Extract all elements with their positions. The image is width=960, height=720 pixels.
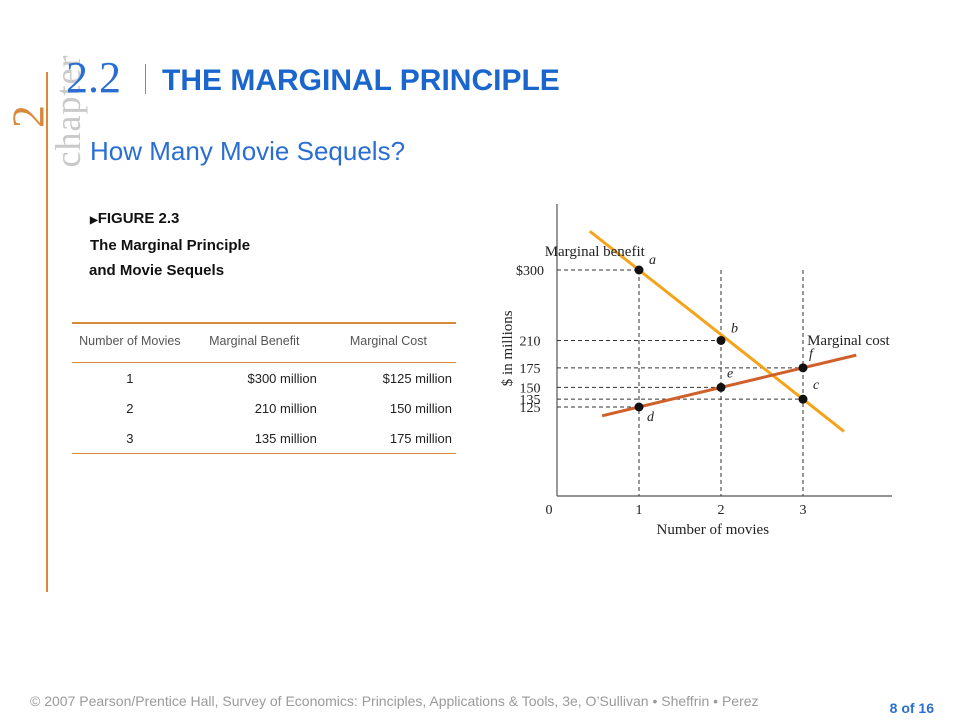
page-counter: 8 of 16	[889, 700, 934, 716]
y-tick-label: 175	[520, 362, 541, 377]
marginal-cost-label: Marginal cost	[807, 333, 890, 349]
point-label-f: f	[809, 347, 815, 362]
table-cell: $125 million	[382, 371, 452, 386]
chapter-divider	[46, 72, 48, 592]
table-row: 2 210 million 150 million	[72, 393, 456, 423]
marginal-table: Number of Movies Marginal Benefit Margin…	[72, 322, 456, 454]
table-cell: 1	[126, 371, 134, 386]
x-tick-label: 1	[636, 503, 643, 518]
table-cell: $300 million	[247, 371, 317, 386]
x-axis-label: Number of movies	[657, 522, 770, 538]
section-title: THE MARGINAL PRINCIPLE	[162, 64, 560, 97]
section-number: 2.2	[66, 53, 121, 102]
point-label-a: a	[649, 253, 656, 268]
figure-title-line-2: and Movie Sequels	[89, 262, 225, 279]
marginal-cost-curve	[601, 353, 857, 418]
figure-title-line-1: The Marginal Principle	[90, 237, 251, 254]
y-tick-label: 125	[520, 401, 541, 416]
copyright-footer: © 2007 Pearson/Prentice Hall, Survey of …	[30, 693, 759, 709]
slide-subtitle: How Many Movie Sequels?	[90, 136, 406, 166]
header-marginal-benefit: Marginal Benefit	[209, 334, 300, 348]
y-tick-label: 150	[520, 381, 541, 396]
table-cell: 210 million	[254, 401, 317, 416]
x-tick-label: 3	[800, 503, 807, 518]
data-point-a	[634, 265, 644, 275]
table-row: 3 135 million 175 million	[72, 423, 456, 454]
table-header-row: Number of Movies Marginal Benefit Margin…	[72, 323, 456, 363]
data-point-e	[716, 382, 726, 392]
y-axis-label: $ in millions	[500, 310, 516, 386]
data-point-b	[716, 335, 726, 345]
y-tick-label: 135	[520, 393, 541, 408]
data-point-c	[798, 394, 808, 404]
y-tick-label: 210	[520, 334, 541, 349]
table-cell: 175 million	[389, 431, 452, 446]
figure-label: FIGURE 2.3	[97, 210, 180, 227]
marginal-principle-chart: Number of movies $ in millions 0 1 2 3 $300 210…	[500, 204, 892, 538]
data-point-f	[798, 363, 808, 373]
y-tick-label: $300	[516, 264, 544, 279]
triangle-bullet-icon: ▶	[90, 215, 98, 226]
data-point-d	[634, 402, 644, 412]
point-label-d: d	[647, 410, 655, 425]
x-tick-label: 2	[718, 503, 725, 518]
x-tick-label: 0	[546, 503, 553, 518]
section-separator	[145, 64, 146, 94]
header-number-of-movies: Number of Movies	[79, 334, 181, 348]
table-cell: 150 million	[389, 401, 452, 416]
table-row: 1 $300 million $125 million	[72, 363, 456, 394]
figure-caption: ▶FIGURE 2.3 The Marginal Principle and M…	[89, 206, 251, 283]
table-cell: 135 million	[254, 431, 317, 446]
header-marginal-cost: Marginal Cost	[349, 334, 427, 348]
point-label-b: b	[731, 321, 738, 336]
point-label-e: e	[727, 366, 733, 381]
point-label-c: c	[813, 378, 820, 393]
table-cell: 2	[126, 401, 134, 416]
table-cell: 3	[126, 431, 134, 446]
marginal-benefit-label: Marginal benefit	[545, 244, 646, 260]
